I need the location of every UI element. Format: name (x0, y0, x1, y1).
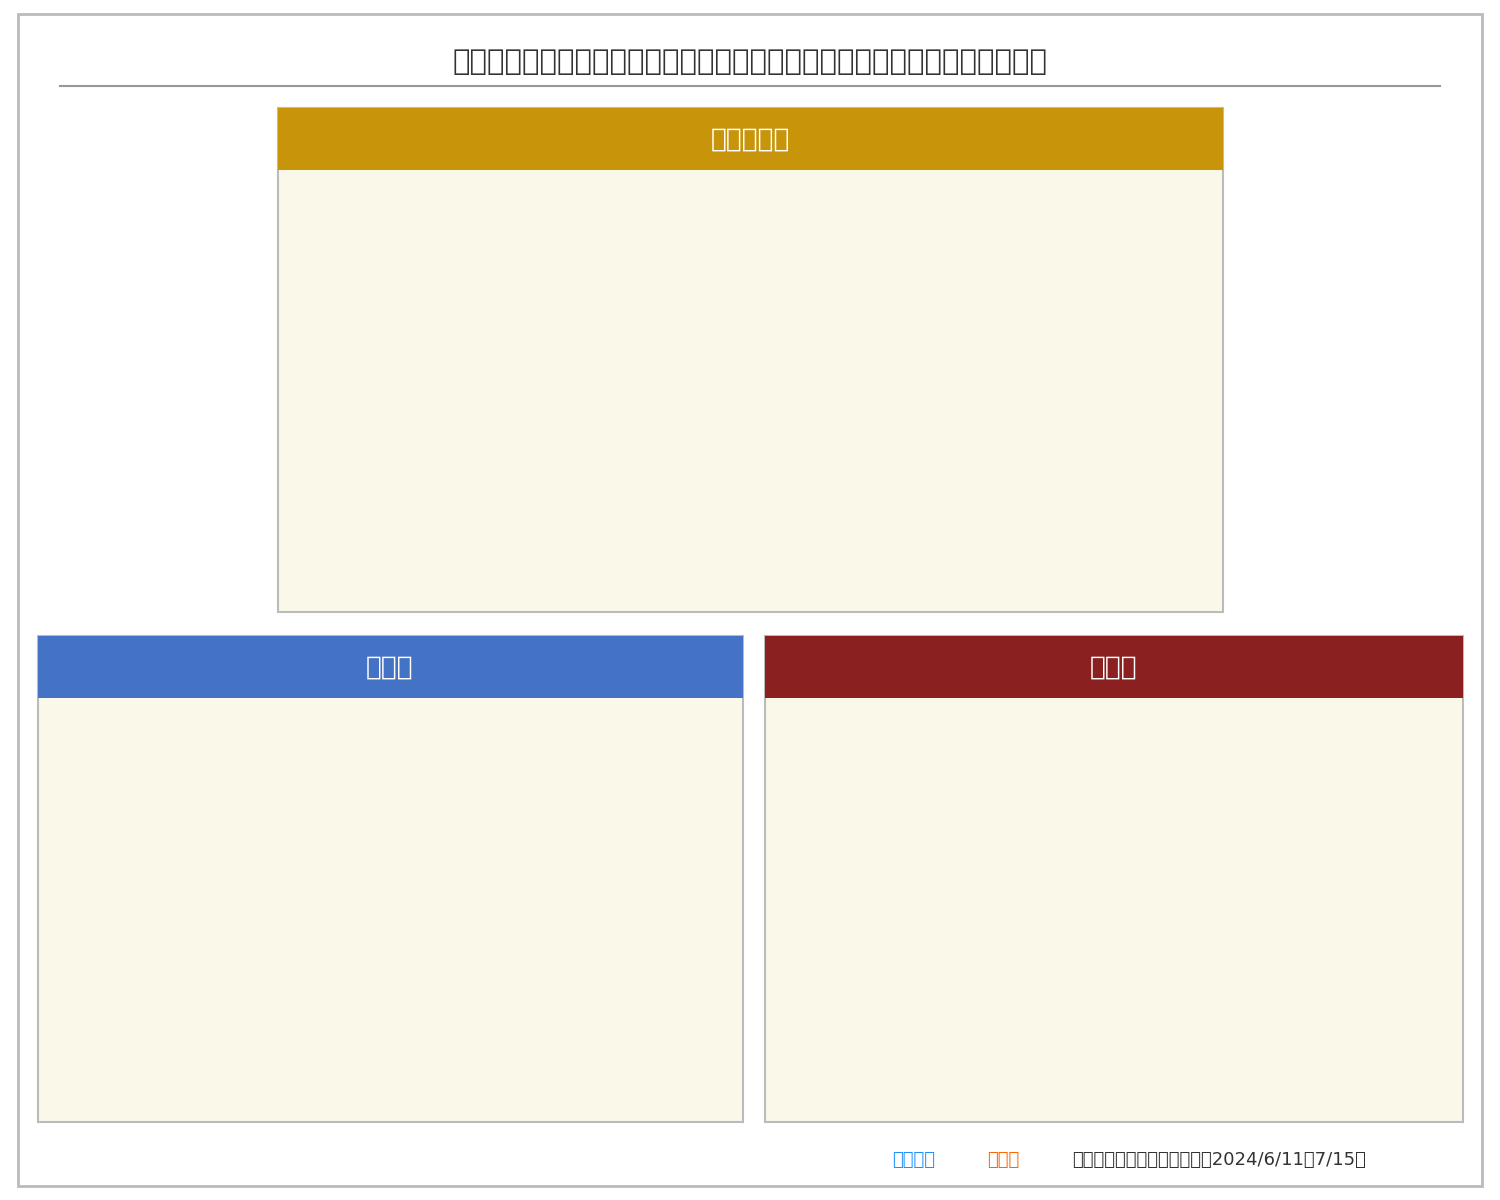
Legend: ネッ友, 実際の友達: ネッ友, 実際の友達 (920, 360, 1013, 422)
Wedge shape (992, 750, 1156, 1070)
Text: 50.4%: 50.4% (1053, 901, 1125, 922)
Text: 56.1%: 56.1% (144, 918, 216, 938)
Text: 小学生: 小学生 (366, 654, 414, 680)
Text: キッズ: キッズ (987, 1152, 1020, 1169)
Text: 調べ（アンケート実施期間：2024/6/11～7/15）: 調べ（アンケート実施期間：2024/6/11～7/15） (1072, 1152, 1366, 1169)
Text: 43.9%: 43.9% (326, 882, 398, 902)
Text: 49.6%: 49.6% (867, 899, 939, 919)
Text: 【ネッ友がいる人へ】ネッ友と実際の友だち、どちらの方が居心地がいい？: 【ネッ友がいる人へ】ネッ友と実際の友だち、どちらの方が居心地がいい？ (453, 48, 1047, 76)
Text: 中学生: 中学生 (1090, 654, 1137, 680)
Text: ニフティ: ニフティ (892, 1152, 936, 1169)
Wedge shape (419, 224, 614, 558)
Wedge shape (111, 750, 332, 1070)
Text: 52.7%: 52.7% (453, 390, 525, 409)
Legend: ネッ友, 実際の友達: ネッ友, 実際の友達 (1248, 880, 1342, 941)
Text: 47.3%: 47.3% (646, 373, 718, 392)
Text: 全体グラフ: 全体グラフ (711, 126, 789, 152)
Wedge shape (585, 224, 753, 556)
Wedge shape (837, 750, 996, 1070)
Wedge shape (272, 750, 430, 1058)
Legend: ネッ友, 実際の友達: ネッ友, 実際の友達 (525, 880, 620, 941)
